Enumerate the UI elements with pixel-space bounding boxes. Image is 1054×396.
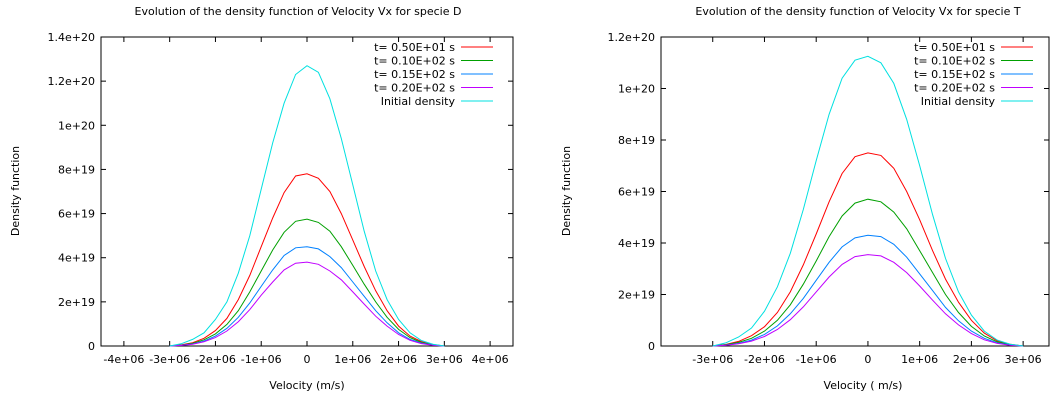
series-line (712, 152, 1024, 347)
series-line (169, 173, 445, 347)
x-tick-label: 1e+06 (901, 353, 938, 366)
legend: t= 0.50E+01 st= 0.10E+02 st= 0.15E+02 st… (374, 41, 493, 108)
y-tick-label: 8e+19 (618, 134, 655, 147)
chart-title: Evolution of the density function of Vel… (695, 5, 1020, 18)
y-tick-label: 2e+19 (58, 296, 95, 309)
x-tick-label: -3e+06 (149, 353, 190, 366)
x-axis-label: Velocity (m/s) (269, 379, 344, 392)
y-tick-label: 1.2e+20 (48, 75, 95, 88)
series-line (169, 65, 445, 347)
y-tick-label: 4e+19 (618, 237, 655, 250)
series-group (169, 65, 445, 347)
legend-label: t= 0.50E+01 s (374, 41, 455, 54)
y-tick-label: 0 (648, 340, 655, 353)
x-axis: -3e+06 -2e+06 -1e+06 0 1e+06 2e+06 3e+06 (692, 37, 1042, 366)
y-tick-label: 6e+19 (58, 208, 95, 221)
x-axis-label: Velocity ( m/s) (824, 379, 903, 392)
x-tick-label: 3e+06 (1005, 353, 1042, 366)
y-axis: 0 2e+19 4e+19 6e+19 8e+19 1e+20 1.2e+20 (608, 31, 1049, 353)
series-line (712, 198, 1024, 347)
chart-specie-t: Evolution of the density function of Vel… (560, 5, 1050, 392)
x-tick-label: 0 (304, 353, 311, 366)
legend-label: t= 0.10E+02 s (374, 55, 455, 68)
legend-label: t= 0.15E+02 s (374, 68, 455, 81)
x-tick-label: 1e+06 (334, 353, 371, 366)
x-tick-label: -4e+06 (103, 353, 144, 366)
y-tick-label: 1.2e+20 (608, 31, 655, 44)
y-tick-label: 1e+20 (618, 83, 655, 96)
series-line (712, 55, 1024, 347)
x-tick-label: -2e+06 (744, 353, 785, 366)
x-tick-label: 3e+06 (426, 353, 463, 366)
x-tick-label: -1e+06 (796, 353, 837, 366)
y-tick-label: 1.4e+20 (48, 31, 95, 44)
y-tick-label: 0 (88, 340, 95, 353)
x-tick-label: 4e+06 (472, 353, 509, 366)
legend-label: t= 0.10E+02 s (914, 55, 995, 68)
y-tick-label: 8e+19 (58, 163, 95, 176)
series-line (169, 261, 445, 347)
y-tick-label: 2e+19 (618, 289, 655, 302)
chart-specie-d: Evolution of the density function of Vel… (9, 5, 514, 392)
series-line (712, 234, 1024, 347)
y-tick-label: 4e+19 (58, 252, 95, 265)
chart-title: Evolution of the density function of Vel… (135, 5, 462, 18)
legend-label: Initial density (381, 95, 456, 108)
legend-label: Initial density (921, 95, 996, 108)
legend-label: t= 0.15E+02 s (914, 68, 995, 81)
x-axis: -4e+06 -3e+06 -2e+06 -1e+06 0 1e+06 2e+06 3e+06… (103, 37, 509, 366)
series-line (712, 254, 1024, 347)
x-tick-label: 0 (864, 353, 871, 366)
x-tick-label: 2e+06 (953, 353, 990, 366)
legend-label: t= 0.50E+01 s (914, 41, 995, 54)
x-tick-label: -1e+06 (241, 353, 282, 366)
y-tick-label: 6e+19 (618, 186, 655, 199)
legend: t= 0.50E+01 st= 0.10E+02 st= 0.15E+02 st… (914, 41, 1033, 108)
y-axis-label: Density function (9, 146, 22, 236)
series-line (169, 218, 445, 347)
x-tick-label: -2e+06 (195, 353, 236, 366)
y-tick-label: 1e+20 (58, 119, 95, 132)
x-tick-label: -3e+06 (692, 353, 733, 366)
x-tick-label: 2e+06 (380, 353, 417, 366)
y-axis-label: Density function (560, 146, 573, 236)
series-line (169, 246, 445, 347)
series-group (712, 55, 1024, 347)
legend-label: t= 0.20E+02 s (914, 82, 995, 95)
legend-label: t= 0.20E+02 s (374, 82, 455, 95)
y-axis: 0 2e+19 4e+19 6e+19 8e+19 1e+20 1.2e+20 1.4e+20 (48, 31, 513, 353)
